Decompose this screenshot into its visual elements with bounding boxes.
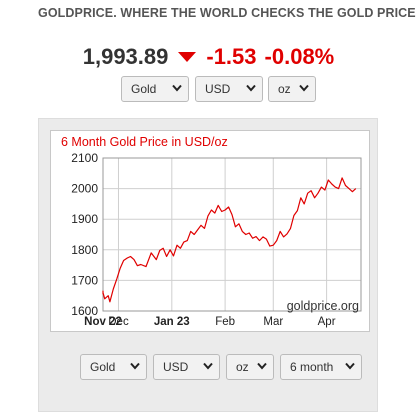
y-tick-label: 1700 [71,273,98,287]
price-series-line [102,177,357,303]
unit-select-value: oz [278,82,291,96]
price-change: -1.53 [206,44,257,69]
chart-metal-select[interactable]: Gold [80,354,147,380]
x-tick-label: Mar [263,316,283,328]
chevron-down-icon [203,362,213,370]
chart-period-select-value: 6 month [290,360,334,374]
currency-select[interactable]: USD [195,76,263,102]
chevron-down-icon [299,84,309,92]
chart-grid [102,157,362,312]
y-tick-label: 2100 [71,151,98,165]
chart-frame: 6 Month Gold Price in USD/oz 2100 2000 190… [50,130,370,332]
current-price: 1,993.89 [82,44,169,69]
y-tick-label: 1800 [71,243,98,257]
currency-select-value: USD [205,82,231,96]
chart-currency-select[interactable]: USD [153,354,220,380]
x-tick-label: Nov 22 [84,316,122,328]
chart-unit-select[interactable]: oz [226,354,274,380]
y-axis-ticks: 2100 2000 1900 1800 1700 1600 [71,151,98,318]
price-change-percent: -0.08% [264,44,335,69]
chart-metal-select-value: Gold [90,360,116,374]
chevron-down-icon [130,362,140,370]
x-tick-label: Dec [108,316,129,328]
down-triangle-icon [178,52,197,62]
chevron-down-icon [257,362,267,370]
chart-title: 6 Month Gold Price in USD/oz [61,135,228,149]
site-tagline: GOLDPRICE. WHERE THE WORLD CHECKS THE GO… [38,6,416,20]
metal-select[interactable]: Gold [121,76,189,102]
plot-area [102,177,357,303]
gold-price-chart: 6 Month Gold Price in USD/oz 2100 2000 190… [61,135,362,328]
x-tick-label: Feb [215,316,235,328]
chevron-down-icon [345,362,355,370]
y-tick-label: 1900 [71,212,98,226]
chart-unit-select-value: oz [236,360,249,374]
y-tick-label: 1600 [71,304,98,318]
unit-select[interactable]: oz [268,76,316,102]
chart-period-select[interactable]: 6 month [280,354,362,380]
chevron-down-icon [246,84,256,92]
x-tick-label: Apr [318,316,336,328]
chart-watermark: goldprice.org [287,299,359,313]
chevron-down-icon [172,84,182,92]
metal-select-value: Gold [131,82,157,96]
price-quote: 1,993.89 -1.53 -0.08% [0,44,417,74]
plot-border [102,157,362,312]
chart-currency-select-value: USD [163,360,189,374]
y-tick-label: 2000 [71,182,98,196]
x-tick-label: Jan 23 [154,316,190,328]
